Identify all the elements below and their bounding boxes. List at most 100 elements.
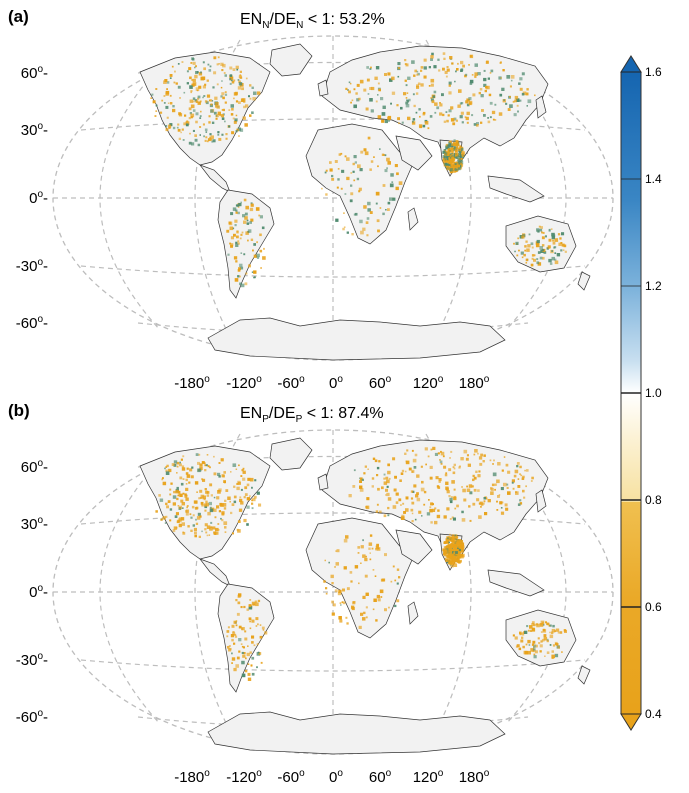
map-pixel xyxy=(438,478,442,482)
map-pixel xyxy=(224,481,226,484)
map-pixel xyxy=(458,555,462,559)
map-pixel xyxy=(252,249,254,252)
map-pixel xyxy=(233,120,237,124)
map-pixel xyxy=(429,508,433,513)
map-pixel xyxy=(511,481,514,484)
map-pixel xyxy=(167,500,171,503)
map-pixel xyxy=(539,644,543,648)
map-pixel xyxy=(430,448,433,451)
map-pixel xyxy=(554,258,557,261)
map-pixel xyxy=(218,475,221,478)
map-pixel xyxy=(185,512,189,516)
map-pixel xyxy=(448,156,451,159)
map-pixel xyxy=(204,83,207,86)
map-pixel xyxy=(371,477,375,480)
map-pixel xyxy=(376,474,379,477)
map-pixel xyxy=(474,72,478,76)
map-pixel xyxy=(176,126,179,129)
map-pixel xyxy=(354,212,358,216)
map-pixel xyxy=(530,648,534,652)
map-pixel xyxy=(411,469,415,473)
map-pixel xyxy=(444,159,446,161)
map-pixel xyxy=(169,488,172,491)
map-pixel xyxy=(544,655,546,657)
map-pixel xyxy=(465,116,469,121)
map-pixel xyxy=(259,249,263,253)
map-pixel xyxy=(178,112,182,116)
lat-tick-label: 30o- xyxy=(21,121,48,139)
map-pixel xyxy=(204,464,207,467)
map-pixel xyxy=(461,154,464,157)
map-pixel xyxy=(460,457,464,461)
map-pixel xyxy=(452,517,456,521)
map-pixel xyxy=(543,634,547,637)
map-pixel xyxy=(498,494,501,496)
map-pixel xyxy=(365,616,368,619)
map-pixel xyxy=(455,140,459,144)
map-pixel xyxy=(448,546,453,551)
map-pixel xyxy=(445,558,449,562)
map-pixel xyxy=(186,506,188,509)
map-pixel xyxy=(448,541,450,544)
lon-tick-label: 0o xyxy=(329,768,343,786)
map-pixel xyxy=(224,93,228,96)
map-pixel xyxy=(166,116,169,119)
map-pixel xyxy=(191,58,195,61)
map-pixel xyxy=(456,547,459,551)
map-pixel xyxy=(189,99,193,103)
map-pixel xyxy=(384,169,388,173)
map-pixel xyxy=(172,126,176,130)
map-pixel xyxy=(383,481,388,485)
lon-tick-label: 60o xyxy=(369,768,392,786)
map-pixel xyxy=(519,77,523,81)
map-pixel xyxy=(222,63,226,68)
map-pixel xyxy=(200,494,205,499)
map-pixel xyxy=(442,150,446,154)
map-pixel xyxy=(238,82,243,86)
map-pixel xyxy=(165,125,168,127)
map-pixel xyxy=(184,494,188,498)
map-pixel xyxy=(395,186,399,191)
lat-tick-label: 60o- xyxy=(21,64,48,82)
map-pixel xyxy=(200,110,202,113)
map-pixel xyxy=(454,148,458,152)
map-pixel xyxy=(233,642,236,645)
map-pixel xyxy=(383,514,387,518)
map-pixel xyxy=(352,170,355,173)
map-pixel xyxy=(209,508,214,513)
map-pixel xyxy=(529,629,533,632)
map-pixel xyxy=(552,624,555,628)
map-pixel xyxy=(173,526,178,530)
map-pixel xyxy=(240,606,243,609)
map-pixel xyxy=(235,241,238,244)
map-pixel xyxy=(406,497,408,500)
madagascar xyxy=(407,601,419,625)
map-pixel xyxy=(183,91,186,94)
map-pixel xyxy=(480,453,483,457)
map-pixel xyxy=(449,164,452,167)
map-pixel xyxy=(236,235,239,239)
map-pixel xyxy=(457,152,461,156)
map-pixel xyxy=(363,611,366,615)
map-pixel xyxy=(455,551,458,554)
map-pixel xyxy=(514,95,519,100)
map-pixel xyxy=(521,256,524,259)
map-pixel xyxy=(249,84,252,87)
map-pixel xyxy=(477,452,479,455)
africa xyxy=(305,123,413,245)
map-pixel xyxy=(233,667,237,672)
map-pixel xyxy=(476,122,479,125)
map-pixel xyxy=(170,482,173,485)
map-pixel xyxy=(165,469,168,472)
map-pixel xyxy=(415,494,419,498)
map-pixel xyxy=(536,258,539,261)
map-pixel xyxy=(350,580,353,583)
map-pixel xyxy=(449,168,453,172)
map-pixel xyxy=(177,494,179,497)
map-pixel xyxy=(168,124,172,128)
new-zealand xyxy=(577,665,591,685)
map-pixel xyxy=(350,184,353,187)
map-pixel xyxy=(392,505,397,509)
map-pixel xyxy=(547,247,550,249)
map-pixel xyxy=(173,460,178,464)
